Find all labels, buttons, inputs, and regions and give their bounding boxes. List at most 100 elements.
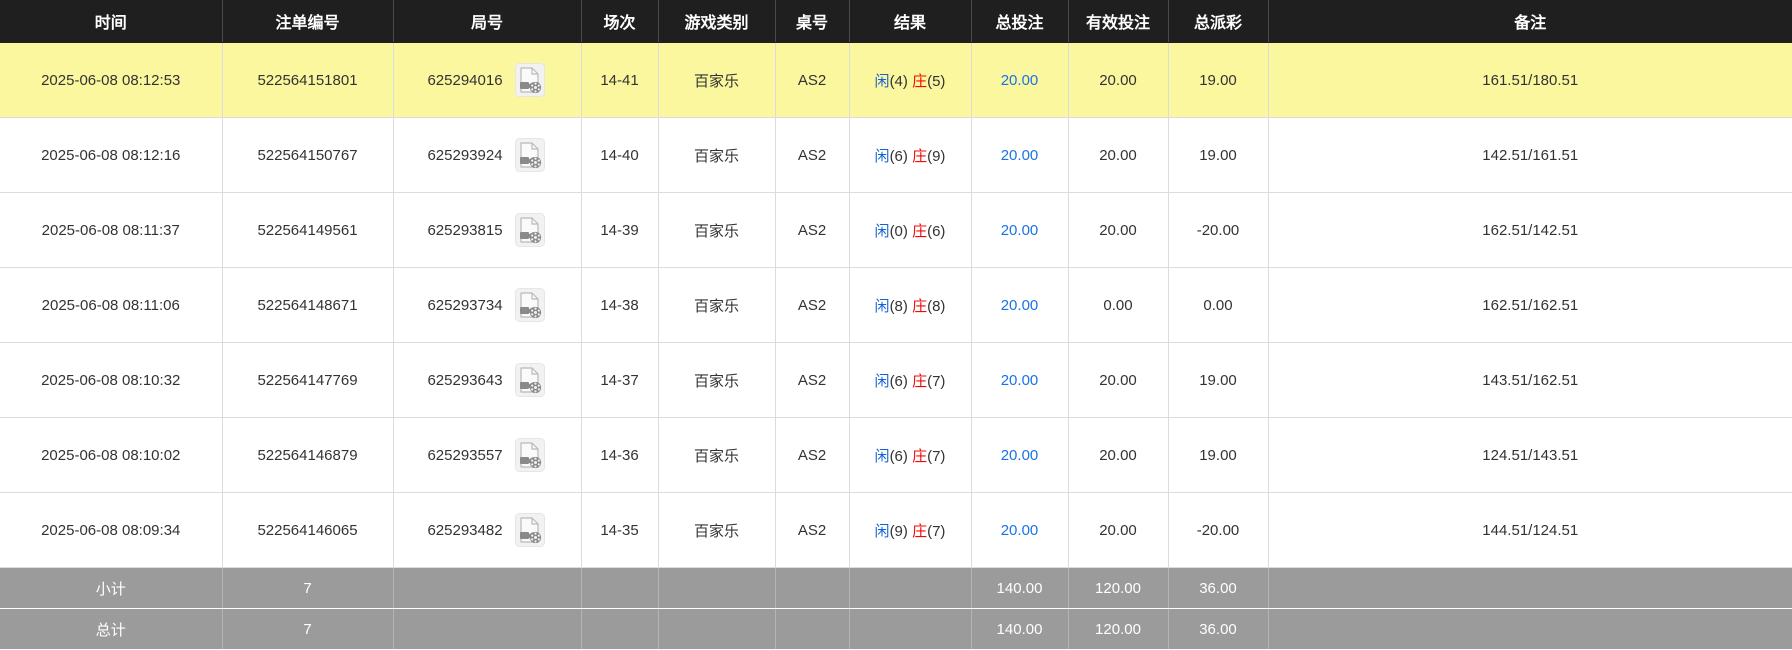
cell-total-bet: 20.00 (971, 492, 1069, 568)
video-record-icon[interactable] (513, 286, 547, 324)
cell-game-type: 百家乐 (658, 42, 776, 118)
column-header-round-no[interactable]: 局号 (393, 0, 582, 43)
table-row[interactable]: 2025-06-08 08:11:37 522564149561 625293815… (0, 192, 1792, 268)
summary-row: 小计 7 140.00 120.00 36.00 (0, 567, 1792, 609)
cell-result: 闲(9) 庄(7) (849, 492, 972, 568)
cell-valid-bet: 20.00 (1068, 417, 1169, 493)
cell-time: 2025-06-08 08:11:06 (0, 267, 223, 343)
cell-total-bet: 20.00 (971, 342, 1069, 418)
cell-bet-no: 522564149561 (222, 192, 394, 268)
summary-blank-shift (581, 567, 659, 609)
summary-blank-round-no (393, 567, 582, 609)
cell-table-no: AS2 (775, 42, 850, 118)
cell-shift: 14-38 (581, 267, 659, 343)
banker-points: (7) (927, 522, 946, 540)
summary-blank-result (849, 608, 972, 650)
banker-label: 庄 (912, 447, 928, 465)
player-points: (6) (889, 147, 908, 165)
video-record-icon[interactable] (513, 211, 547, 249)
table-row[interactable]: 2025-06-08 08:09:34 522564146065 625293482… (0, 492, 1792, 568)
total-bet-link[interactable]: 20.00 (1000, 371, 1039, 389)
cell-remark: 162.51/142.51 (1268, 192, 1792, 268)
cell-valid-bet: 0.00 (1068, 267, 1169, 343)
cell-valid-bet: 20.00 (1068, 342, 1169, 418)
banker-points: (5) (927, 72, 946, 90)
cell-round-no: 625293734 (393, 267, 582, 343)
banker-points: (6) (927, 222, 946, 240)
cell-bet-no: 522564151801 (222, 42, 394, 118)
video-record-icon[interactable] (513, 436, 547, 474)
player-label: 闲 (874, 447, 890, 465)
summary-payout: 36.00 (1168, 567, 1269, 609)
cell-bet-no: 522564146879 (222, 417, 394, 493)
player-points: (9) (889, 522, 908, 540)
total-bet-link[interactable]: 20.00 (1000, 221, 1039, 239)
total-bet-link[interactable]: 20.00 (1000, 446, 1039, 464)
column-header-remark[interactable]: 备注 (1268, 0, 1792, 43)
summary-valid-bet: 120.00 (1068, 608, 1169, 650)
cell-bet-no: 522564148671 (222, 267, 394, 343)
summary-blank-game-type (658, 567, 776, 609)
column-header-result[interactable]: 结果 (849, 0, 972, 43)
cell-valid-bet: 20.00 (1068, 42, 1169, 118)
cell-total-bet: 20.00 (971, 117, 1069, 193)
cell-valid-bet: 20.00 (1068, 192, 1169, 268)
column-header-time[interactable]: 时间 (0, 0, 223, 43)
summary-payout: 36.00 (1168, 608, 1269, 650)
cell-shift: 14-37 (581, 342, 659, 418)
summary-row: 总计 7 140.00 120.00 36.00 (0, 608, 1792, 650)
video-record-icon[interactable] (513, 361, 547, 399)
table-row[interactable]: 2025-06-08 08:12:53 522564151801 625294016… (0, 42, 1792, 118)
total-bet-link[interactable]: 20.00 (1000, 296, 1039, 314)
table-row[interactable]: 2025-06-08 08:10:32 522564147769 625293643… (0, 342, 1792, 418)
total-bet-link[interactable]: 20.00 (1000, 521, 1039, 539)
cell-result: 闲(8) 庄(8) (849, 267, 972, 343)
summary-count: 7 (222, 567, 394, 609)
cell-shift: 14-41 (581, 42, 659, 118)
cell-result: 闲(6) 庄(9) (849, 117, 972, 193)
total-bet-link[interactable]: 20.00 (1000, 146, 1039, 164)
player-points: (0) (889, 222, 908, 240)
player-label: 闲 (874, 222, 890, 240)
column-header-bet-no[interactable]: 注单编号 (222, 0, 394, 43)
column-header-table-no[interactable]: 桌号 (775, 0, 850, 43)
cell-total-bet: 20.00 (971, 192, 1069, 268)
player-label: 闲 (874, 147, 890, 165)
round-no-text: 625293643 (427, 371, 503, 389)
table-row[interactable]: 2025-06-08 08:10:02 522564146879 625293557… (0, 417, 1792, 493)
cell-total-bet: 20.00 (971, 42, 1069, 118)
player-points: (8) (889, 297, 908, 315)
column-header-valid-bet[interactable]: 有效投注 (1068, 0, 1169, 43)
summary-blank-remark (1268, 608, 1792, 650)
banker-label: 庄 (912, 72, 928, 90)
summary-blank-table-no (775, 608, 850, 650)
video-record-icon[interactable] (513, 61, 547, 99)
cell-payout: 0.00 (1168, 267, 1269, 343)
table-body: 2025-06-08 08:12:53 522564151801 625294016… (0, 42, 1792, 650)
cell-bet-no: 522564150767 (222, 117, 394, 193)
video-record-icon[interactable] (513, 511, 547, 549)
table-row[interactable]: 2025-06-08 08:12:16 522564150767 625293924… (0, 117, 1792, 193)
cell-game-type: 百家乐 (658, 117, 776, 193)
summary-blank-round-no (393, 608, 582, 650)
column-header-payout[interactable]: 总派彩 (1168, 0, 1269, 43)
cell-game-type: 百家乐 (658, 417, 776, 493)
banker-points: (9) (927, 147, 946, 165)
column-header-game-type[interactable]: 游戏类别 (658, 0, 776, 43)
column-header-total-bet[interactable]: 总投注 (971, 0, 1069, 43)
cell-game-type: 百家乐 (658, 192, 776, 268)
table-row[interactable]: 2025-06-08 08:11:06 522564148671 625293734… (0, 267, 1792, 343)
cell-payout: -20.00 (1168, 192, 1269, 268)
cell-time: 2025-06-08 08:10:02 (0, 417, 223, 493)
cell-time: 2025-06-08 08:12:16 (0, 117, 223, 193)
cell-shift: 14-35 (581, 492, 659, 568)
banker-points: (8) (927, 297, 946, 315)
cell-remark: 161.51/180.51 (1268, 42, 1792, 118)
cell-round-no: 625293643 (393, 342, 582, 418)
banker-label: 庄 (912, 222, 928, 240)
total-bet-link[interactable]: 20.00 (1000, 71, 1039, 89)
column-header-shift[interactable]: 场次 (581, 0, 659, 43)
banker-label: 庄 (912, 372, 928, 390)
video-record-icon[interactable] (513, 136, 547, 174)
banker-label: 庄 (912, 297, 928, 315)
